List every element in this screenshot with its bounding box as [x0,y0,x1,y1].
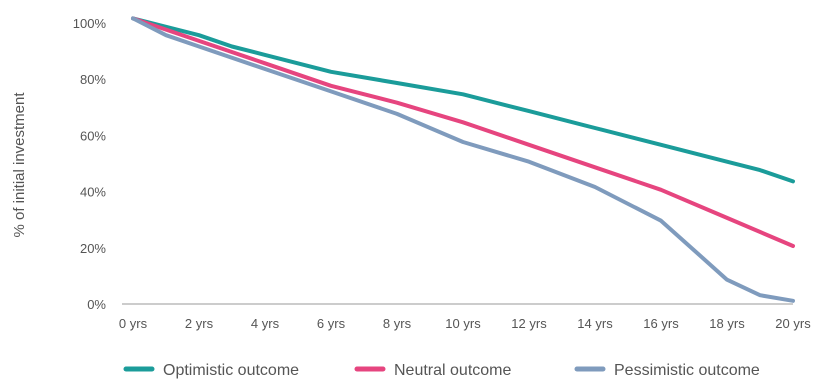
x-tick-label: 0 yrs [119,316,148,331]
y-tick-label: 80% [80,72,106,87]
y-axis-title: % of initial investment [11,92,28,238]
series-line-pessimistic-outcome [131,16,795,303]
y-tick-label: 60% [80,128,106,143]
x-tick-labels: 0 yrs 2 yrs 4 yrs 6 yrs 8 yrs 10 yrs 12 yrs 14 … [119,316,811,331]
x-tick-label: 18 yrs [709,316,745,331]
x-tick-label: 10 yrs [445,316,481,331]
x-tick-label: 20 yrs [775,316,811,331]
series-line-optimistic-outcome [131,16,795,184]
y-tick-label: 100% [73,16,107,31]
y-tick-label: 40% [80,185,106,200]
y-tick-label: 20% [80,241,106,256]
x-tick-label: 6 yrs [317,316,346,331]
y-tick-labels: 0% 20% 40% 60% 80% 100% [73,16,107,312]
x-tick-label: 4 yrs [251,316,280,331]
y-axis-title-group: % of initial investment [11,92,28,238]
legend-label-optimistic-outcome: Optimistic outcome [163,362,299,379]
y-tick-label: 0% [87,297,106,312]
legend-label-neutral-outcome: Neutral outcome [394,362,511,379]
series-lines [131,16,795,303]
x-tick-label: 2 yrs [185,316,214,331]
x-tick-label: 14 yrs [577,316,613,331]
legend-label-pessimistic-outcome: Pessimistic outcome [614,362,760,379]
series-line-neutral-outcome [131,16,795,248]
x-tick-label: 12 yrs [511,316,547,331]
legend: Optimistic outcome Neutral outcome Pessimi… [123,362,760,379]
x-tick-label: 16 yrs [643,316,679,331]
x-tick-label: 8 yrs [383,316,412,331]
